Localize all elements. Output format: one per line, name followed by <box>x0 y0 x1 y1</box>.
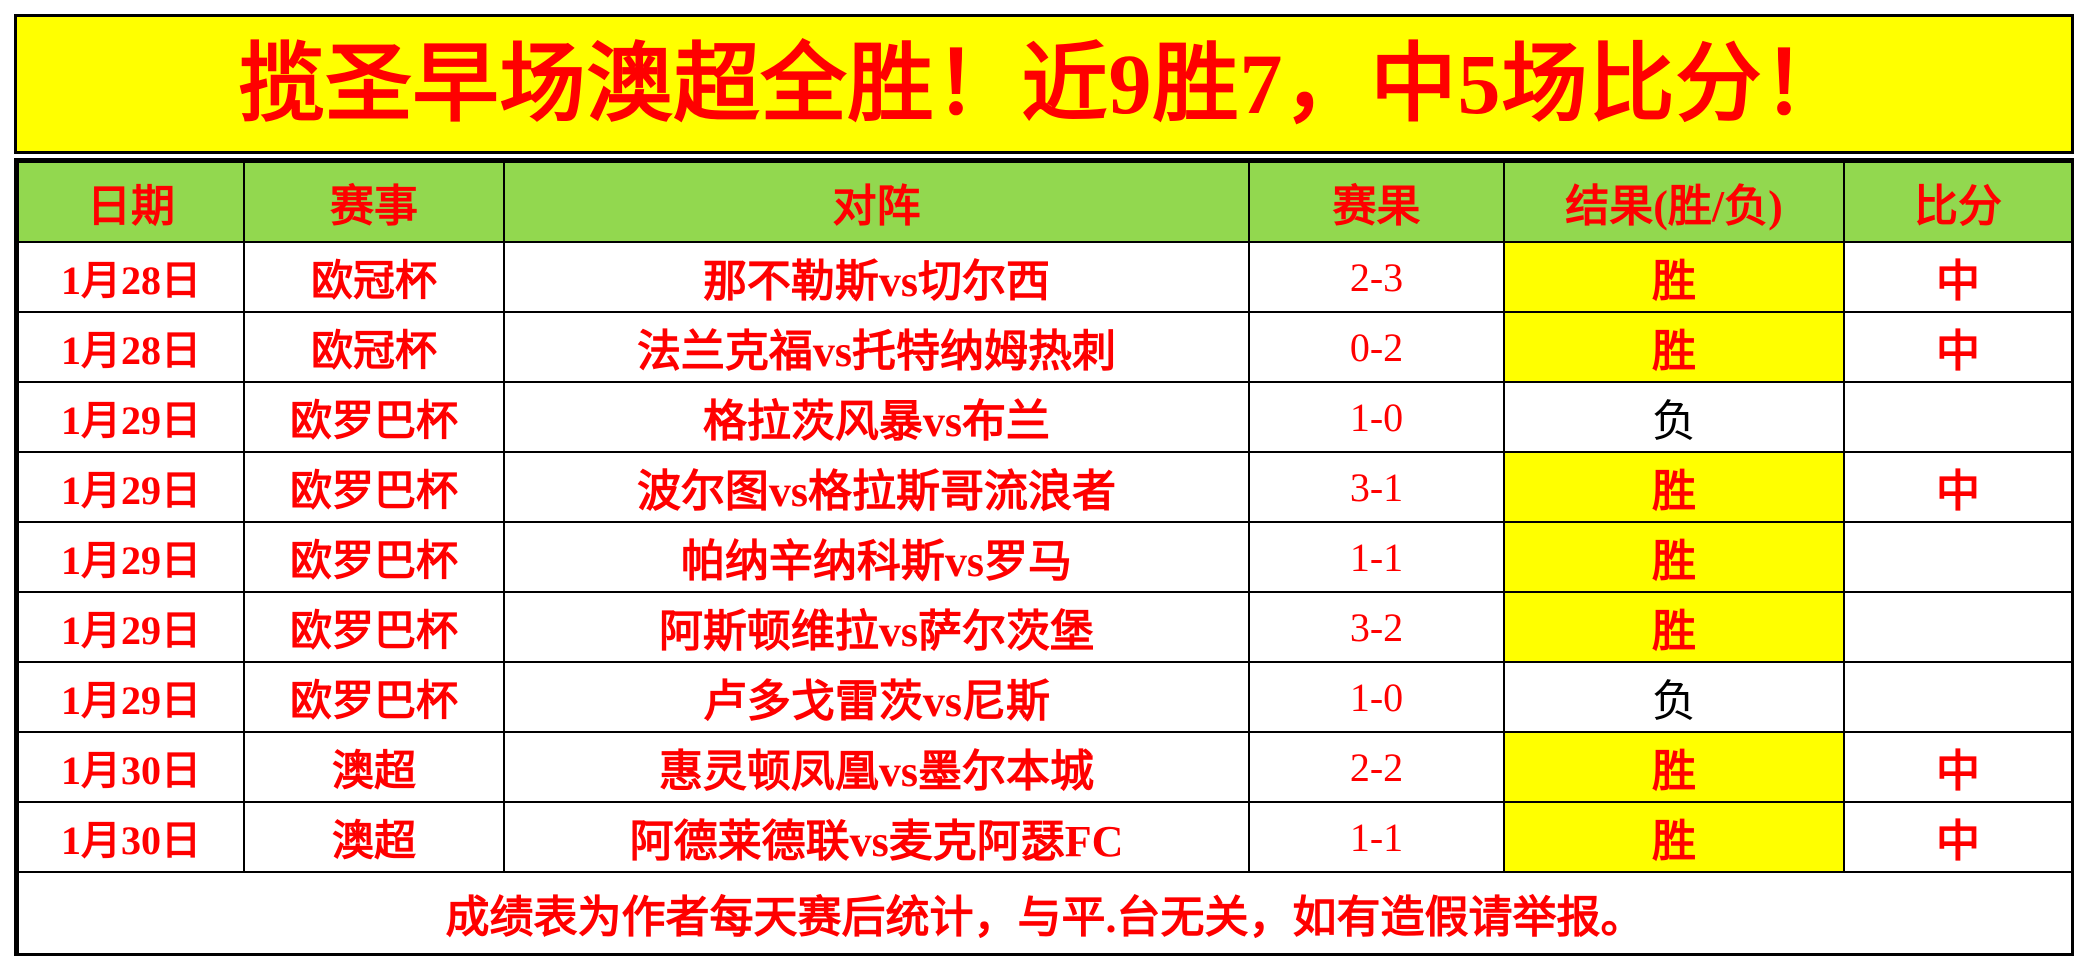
results-table: 日期 赛事 对阵 赛果 结果(胜/负) 比分 1月28日 欧冠杯 那不勒斯vs切尔西… <box>17 161 2073 955</box>
table-body: 1月28日 欧冠杯 那不勒斯vs切尔西 2-3 胜中 1月28日 欧冠杯 法兰克福vs托特纳姆… <box>17 241 2073 873</box>
cell-matchup: 法兰克福vs托特纳姆热刺 <box>503 311 1250 383</box>
column-header-hit: 比分 <box>1843 161 2073 243</box>
footer-row: 成绩表为作者每天赛后统计，与平.台无关，如有造假请举报。 <box>17 871 2073 955</box>
cell-score: 2-2 <box>1248 731 1505 803</box>
cell-competition: 欧罗巴杯 <box>243 451 505 523</box>
column-header-score: 赛果 <box>1248 161 1505 243</box>
cell-score: 1-1 <box>1248 801 1505 873</box>
cell-matchup: 卢多戈雷茨vs尼斯 <box>503 661 1250 733</box>
cell-score: 0-2 <box>1248 311 1505 383</box>
cell-competition: 欧冠杯 <box>243 311 505 383</box>
cell-competition: 欧罗巴杯 <box>243 381 505 453</box>
cell-competition: 澳超 <box>243 731 505 803</box>
table-header: 日期 赛事 对阵 赛果 结果(胜/负) 比分 <box>17 161 2073 243</box>
table-row: 1月29日 欧罗巴杯 阿斯顿维拉vs萨尔茨堡 3-2 胜 <box>17 591 2073 663</box>
title-banner: 揽圣早场澳超全胜！近9胜7，中5场比分！ <box>14 14 2074 154</box>
cell-score-hit <box>1843 521 2073 593</box>
cell-outcome-badge: 胜 <box>1503 801 1845 873</box>
cell-score: 1-0 <box>1248 381 1505 453</box>
cell-outcome-badge: 胜 <box>1503 591 1845 663</box>
cell-competition: 澳超 <box>243 801 505 873</box>
cell-date: 1月28日 <box>17 241 245 313</box>
cell-date: 1月29日 <box>17 591 245 663</box>
cell-date: 1月30日 <box>17 801 245 873</box>
cell-matchup: 帕纳辛纳科斯vs罗马 <box>503 521 1250 593</box>
table-row: 1月29日 欧罗巴杯 波尔图vs格拉斯哥流浪者 3-1 胜中 <box>17 451 2073 523</box>
table-row: 1月29日 欧罗巴杯 格拉茨风暴vs布兰 1-0 负 <box>17 381 2073 453</box>
cell-score-hit: 中 <box>1843 451 2073 523</box>
cell-score: 2-3 <box>1248 241 1505 313</box>
cell-score-hit <box>1843 661 2073 733</box>
cell-date: 1月30日 <box>17 731 245 803</box>
cell-outcome-badge: 负 <box>1503 381 1845 453</box>
cell-competition: 欧罗巴杯 <box>243 521 505 593</box>
cell-competition: 欧罗巴杯 <box>243 661 505 733</box>
cell-score: 3-2 <box>1248 591 1505 663</box>
cell-date: 1月29日 <box>17 451 245 523</box>
cell-matchup: 格拉茨风暴vs布兰 <box>503 381 1250 453</box>
cell-outcome-badge: 胜 <box>1503 241 1845 313</box>
column-header-match: 对阵 <box>503 161 1250 243</box>
cell-score-hit: 中 <box>1843 241 2073 313</box>
table-row: 1月29日 欧罗巴杯 帕纳辛纳科斯vs罗马 1-1 胜 <box>17 521 2073 593</box>
cell-date: 1月29日 <box>17 661 245 733</box>
table-row: 1月30日 澳超 阿德莱德联vs麦克阿瑟FC 1-1 胜中 <box>17 801 2073 873</box>
cell-score-hit <box>1843 381 2073 453</box>
column-header-comp: 赛事 <box>243 161 505 243</box>
cell-score-hit: 中 <box>1843 801 2073 873</box>
column-header-date: 日期 <box>17 161 245 243</box>
cell-outcome-badge: 胜 <box>1503 731 1845 803</box>
column-header-outcome: 结果(胜/负) <box>1503 161 1845 243</box>
table-row: 1月30日 澳超 惠灵顿凤凰vs墨尔本城 2-2 胜中 <box>17 731 2073 803</box>
cell-score-hit: 中 <box>1843 311 2073 383</box>
page-title: 揽圣早场澳超全胜！近9胜7，中5场比分！ <box>238 36 1850 132</box>
cell-date: 1月29日 <box>17 521 245 593</box>
cell-score: 1-1 <box>1248 521 1505 593</box>
cell-score-hit <box>1843 591 2073 663</box>
footer-note: 成绩表为作者每天赛后统计，与平.台无关，如有造假请举报。 <box>17 871 2073 955</box>
table-row: 1月28日 欧冠杯 法兰克福vs托特纳姆热刺 0-2 胜中 <box>17 311 2073 383</box>
cell-matchup: 波尔图vs格拉斯哥流浪者 <box>503 451 1250 523</box>
cell-date: 1月28日 <box>17 311 245 383</box>
cell-outcome-badge: 胜 <box>1503 311 1845 383</box>
cell-score: 3-1 <box>1248 451 1505 523</box>
cell-outcome-badge: 胜 <box>1503 451 1845 523</box>
cell-outcome-badge: 胜 <box>1503 521 1845 593</box>
cell-matchup: 惠灵顿凤凰vs墨尔本城 <box>503 731 1250 803</box>
cell-date: 1月29日 <box>17 381 245 453</box>
header-row: 日期 赛事 对阵 赛果 结果(胜/负) 比分 <box>17 161 2073 243</box>
cell-outcome-badge: 负 <box>1503 661 1845 733</box>
cell-matchup: 阿德莱德联vs麦克阿瑟FC <box>503 801 1250 873</box>
cell-matchup: 阿斯顿维拉vs萨尔茨堡 <box>503 591 1250 663</box>
cell-matchup: 那不勒斯vs切尔西 <box>503 241 1250 313</box>
table-row: 1月28日 欧冠杯 那不勒斯vs切尔西 2-3 胜中 <box>17 241 2073 313</box>
cell-score-hit: 中 <box>1843 731 2073 803</box>
cell-competition: 欧冠杯 <box>243 241 505 313</box>
table-row: 1月29日 欧罗巴杯 卢多戈雷茨vs尼斯 1-0 负 <box>17 661 2073 733</box>
cell-competition: 欧罗巴杯 <box>243 591 505 663</box>
results-table-container: 日期 赛事 对阵 赛果 结果(胜/负) 比分 1月28日 欧冠杯 那不勒斯vs切尔西… <box>14 158 2074 956</box>
table-footer: 成绩表为作者每天赛后统计，与平.台无关，如有造假请举报。 <box>17 871 2073 955</box>
cell-score: 1-0 <box>1248 661 1505 733</box>
